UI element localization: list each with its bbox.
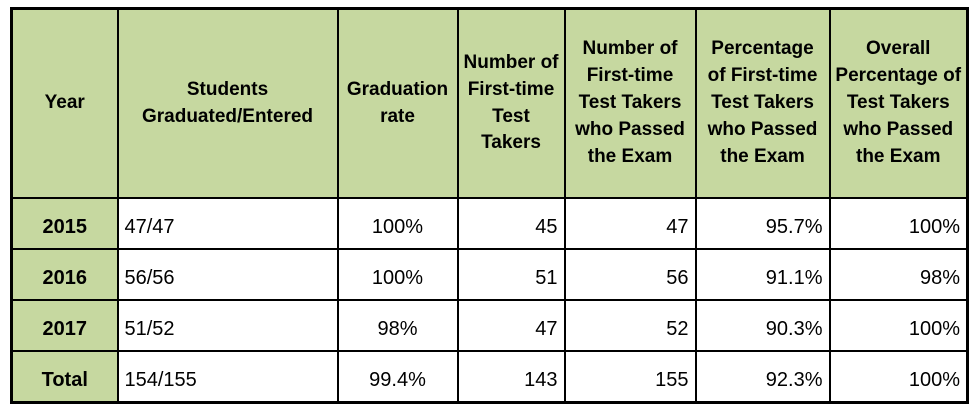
cell-graduation-rate: 100%	[336, 248, 459, 301]
cell-overall-pct-passed: 100%	[828, 299, 969, 352]
cell-graduation-rate: 99.4%	[336, 350, 459, 403]
col-header-year: Year	[10, 7, 119, 199]
cell-first-time-passed: 155	[563, 350, 697, 403]
table-row-total: Total 154/155 99.4% 143 155 92.3% 100%	[10, 350, 969, 403]
table-row-2017: 2017 51/52 98% 47 52 90.3% 100%	[10, 299, 969, 352]
row-header-year: 2017	[10, 299, 119, 352]
row-header-year: 2016	[10, 248, 119, 301]
cell-graduated-entered: 56/56	[116, 248, 339, 301]
cell-first-time-test-takers: 45	[456, 197, 566, 250]
cell-graduated-entered: 51/52	[116, 299, 339, 352]
graduation-exam-outcomes-table: Year Students Graduated/Entered Graduati…	[10, 7, 969, 404]
table-row-2016: 2016 56/56 100% 51 56 91.1% 98%	[10, 248, 969, 301]
col-header-overall-pct-passed: Overall Percentage of Test Takers who Pa…	[828, 7, 969, 199]
cell-overall-pct-passed: 98%	[828, 248, 969, 301]
cell-first-time-test-takers: 51	[456, 248, 566, 301]
cell-first-time-test-takers: 143	[456, 350, 566, 403]
col-header-graduation-rate: Graduation rate	[336, 7, 459, 199]
cell-graduation-rate: 98%	[336, 299, 459, 352]
cell-first-time-passed: 52	[563, 299, 697, 352]
cell-pct-first-time-passed: 92.3%	[694, 350, 831, 403]
col-header-students-graduated-entered: Students Graduated/Entered	[116, 7, 339, 199]
cell-overall-pct-passed: 100%	[828, 197, 969, 250]
cell-pct-first-time-passed: 90.3%	[694, 299, 831, 352]
cell-graduated-entered: 154/155	[116, 350, 339, 403]
col-header-pct-first-time-passed: Percentage of First-time Test Takers who…	[694, 7, 831, 199]
cell-first-time-passed: 56	[563, 248, 697, 301]
cell-first-time-passed: 47	[563, 197, 697, 250]
cell-first-time-test-takers: 47	[456, 299, 566, 352]
table-row-2015: 2015 47/47 100% 45 47 95.7% 100%	[10, 197, 969, 250]
cell-graduated-entered: 47/47	[116, 197, 339, 250]
table-header-row: Year Students Graduated/Entered Graduati…	[10, 7, 969, 199]
cell-overall-pct-passed: 100%	[828, 350, 969, 403]
cell-pct-first-time-passed: 95.7%	[694, 197, 831, 250]
col-header-first-time-passed: Number of First-time Test Takers who Pas…	[563, 7, 697, 199]
col-header-first-time-test-takers: Number of First-time Test Takers	[456, 7, 566, 199]
cell-pct-first-time-passed: 91.1%	[694, 248, 831, 301]
row-header-total: Total	[10, 350, 119, 403]
row-header-year: 2015	[10, 197, 119, 250]
cell-graduation-rate: 100%	[336, 197, 459, 250]
